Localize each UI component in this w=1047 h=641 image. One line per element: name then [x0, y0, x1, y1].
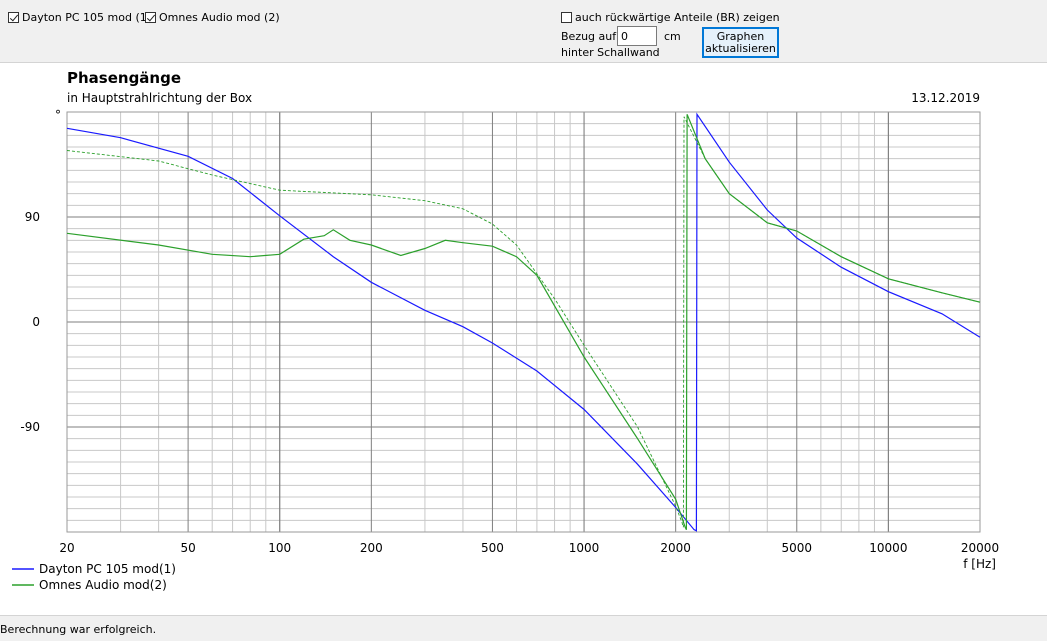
x-axis-label: f [Hz]: [963, 557, 996, 571]
update-button-line1: Graphen: [716, 30, 765, 43]
series-line-dashed: [66, 116, 981, 528]
x-tick-label: 10000: [869, 541, 907, 555]
series-line-1: [66, 112, 981, 532]
plot-frame: [66, 111, 981, 533]
update-button-line2: aktualisieren: [705, 42, 776, 55]
backward-parts-checkbox[interactable]: auch rückwärtige Anteile (BR) zeigen: [561, 11, 780, 24]
chart-subtitle: in Hauptstrahlrichtung der Box: [67, 91, 253, 105]
major-grid: [66, 111, 981, 533]
y-tick-label: 0: [32, 315, 40, 329]
y-tick-labels: 90 0 -90: [20, 210, 40, 434]
legend-label: Omnes Audio mod(2): [39, 578, 167, 592]
x-tick-label: 1000: [569, 541, 600, 555]
phase-chart: 20 50 100 200 500 1000 2000 5000 10000 20000 90 0 -…: [12, 108, 999, 592]
x-tick-label: 50: [180, 541, 195, 555]
checkbox-checked-icon: [8, 12, 19, 23]
legend-label: Dayton PC 105 mod(1): [39, 562, 176, 576]
reference-label: Bezug auf: [561, 30, 617, 43]
minor-grid: [67, 112, 980, 532]
update-graphs-button[interactable]: Graphen aktualisieren: [702, 27, 779, 58]
checkbox-unchecked-icon: [561, 12, 572, 23]
y-tick-label: 90: [25, 210, 40, 224]
chart-title: Phasengänge: [67, 69, 182, 87]
y-axis-unit-label: °: [55, 108, 61, 122]
toolbar: Dayton PC 105 mod (1) Omnes Audio mod (2…: [0, 0, 1047, 63]
status-bar: Berechnung war erfolgreich.: [0, 615, 1047, 641]
reference-label-2: hinter Schallwand: [561, 46, 660, 59]
driver2-label: Omnes Audio mod (2): [159, 11, 280, 24]
series-layer: [66, 112, 981, 532]
legend: Dayton PC 105 mod(1) Omnes Audio mod(2): [12, 562, 176, 592]
reference-unit-label: cm: [664, 30, 681, 43]
series-line-2: [66, 114, 981, 530]
x-tick-labels: 20 50 100 200 500 1000 2000 5000 10000 20000: [59, 541, 999, 555]
checkbox-checked-icon: [145, 12, 156, 23]
status-text: Berechnung war erfolgreich.: [0, 623, 157, 636]
chart-date: 13.12.2019: [911, 91, 980, 105]
reference-offset-input[interactable]: [617, 26, 657, 46]
backward-parts-label: auch rückwärtige Anteile (BR) zeigen: [575, 11, 780, 24]
x-tick-label: 2000: [660, 541, 691, 555]
x-tick-label: 5000: [781, 541, 812, 555]
y-tick-label: -90: [20, 420, 40, 434]
x-tick-label: 20000: [961, 541, 999, 555]
driver2-checkbox[interactable]: Omnes Audio mod (2): [145, 11, 280, 24]
driver1-checkbox[interactable]: Dayton PC 105 mod (1): [8, 11, 151, 24]
x-tick-label: 500: [481, 541, 504, 555]
x-tick-label: 100: [268, 541, 291, 555]
driver1-label: Dayton PC 105 mod (1): [22, 11, 152, 24]
x-tick-label: 200: [360, 541, 383, 555]
x-tick-label: 20: [59, 541, 74, 555]
